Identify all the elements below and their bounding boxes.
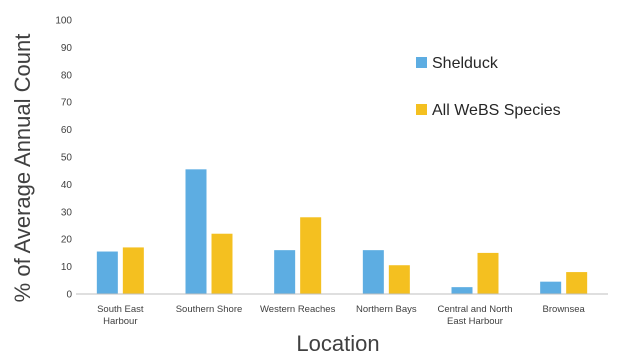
y-tick-label: 30 [61,207,73,218]
legend-label: Shelduck [432,55,499,72]
bar-shelduck [274,250,296,294]
category-label: Central and North [438,304,513,315]
y-tick-label: 0 [66,290,72,301]
category-label: Southern Shore [176,304,243,315]
legend: Shelduck All WeBS Species [416,55,561,119]
bar-all-webs-species [566,272,588,294]
bar-shelduck [96,251,118,294]
y-tick-label: 80 [61,70,73,81]
y-tick-label: 100 [55,16,72,27]
y-tick-label: 10 [61,262,73,273]
legend-label: All WeBS Species [432,102,561,119]
bars-layer [96,169,588,294]
bar-all-webs-species [388,265,410,294]
y-tick-label: 60 [61,125,73,136]
category-label: Harbour [103,316,137,327]
x-axis-title: Location [296,331,379,356]
bar-shelduck [540,281,562,294]
y-axis-title: % of Average Annual Count [10,34,35,303]
category-label: East Harbour [447,316,503,327]
bar-shelduck [362,250,384,294]
category-label: Northern Bays [356,304,417,315]
bar-all-webs-species [300,217,322,294]
y-tick-label: 20 [61,235,73,246]
y-tick-label: 40 [61,180,73,191]
bar-all-webs-species [477,252,499,294]
y-tick-label: 90 [61,43,73,54]
y-tick-label: 50 [61,153,73,164]
bar-all-webs-species [122,247,144,294]
bar-shelduck [185,169,207,294]
y-tick-label: 70 [61,98,73,109]
bar-shelduck [451,287,473,294]
category-label: Brownsea [543,304,586,315]
legend-swatch [416,57,427,68]
legend-swatch [416,104,427,115]
category-label: Western Reaches [260,304,336,315]
category-label: South East [97,304,144,315]
y-ticks: 0 10 20 30 40 50 60 70 80 90 100 [55,16,72,301]
bar-all-webs-species [211,233,233,294]
